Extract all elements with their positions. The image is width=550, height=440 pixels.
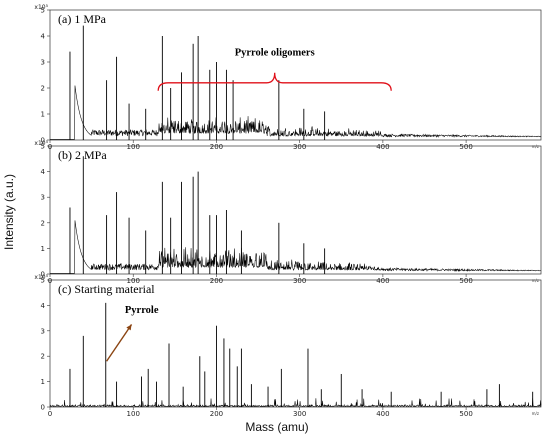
axes-layer xyxy=(47,9,542,410)
y-tick-label: 4 xyxy=(41,302,46,310)
y-multiplier-label: x10⁵ xyxy=(34,4,48,11)
x-tick-label: 200 xyxy=(210,143,223,151)
y-tick-label: 0 xyxy=(41,137,45,145)
y-axis-label: Intensity (a.u.) xyxy=(2,174,16,250)
pyrrole-arrowhead xyxy=(126,324,132,331)
x-axis-label: Mass (amu) xyxy=(245,420,308,434)
y-tick-label: 2 xyxy=(41,85,45,93)
panel-title: (c) Starting material xyxy=(58,282,155,296)
panel-frame xyxy=(49,9,542,141)
y-tick-label: 4 xyxy=(41,168,46,176)
y-tick-label: 1 xyxy=(41,245,45,253)
x-tick-label: 200 xyxy=(210,410,223,418)
y-tick-label: 0 xyxy=(41,271,45,279)
x-tick-label: 200 xyxy=(210,277,223,285)
pyrrole-arrow xyxy=(106,324,133,362)
x-tick-label: 100 xyxy=(127,277,140,285)
panel-title: (b) 2 MPa xyxy=(58,148,107,162)
x-tick-label: 400 xyxy=(376,410,389,418)
x-tick-label: 400 xyxy=(376,277,389,285)
x-tick-label: 0 xyxy=(48,143,52,151)
panel-frame xyxy=(49,145,542,275)
y-tick-label: 3 xyxy=(41,327,45,335)
mz-unit-label: m/z xyxy=(532,144,539,149)
y-tick-label: 1 xyxy=(41,378,45,386)
panel-title: (a) 1 MPa xyxy=(58,12,107,26)
spectrum-trace xyxy=(50,85,542,140)
x-tick-label: 300 xyxy=(293,143,306,151)
x-tick-label: 0 xyxy=(48,277,52,285)
x-tick-label: 500 xyxy=(459,277,472,285)
x-tick-label: 100 xyxy=(127,410,140,418)
oligomer-annotation: Pyrrole oligomers xyxy=(235,48,315,59)
y-tick-label: 2 xyxy=(41,353,45,361)
mz-unit-label: m/z xyxy=(532,411,539,416)
oligomer-brace xyxy=(157,72,392,91)
mz-unit-label: m/z xyxy=(532,278,539,283)
y-tick-label: 3 xyxy=(41,59,45,67)
y-tick-label: 5 xyxy=(41,277,45,285)
x-tick-label: 300 xyxy=(293,410,306,418)
spectrum-trace xyxy=(50,220,542,274)
y-multiplier-label: x10⁵ xyxy=(34,274,48,281)
x-tick-label: 100 xyxy=(127,143,140,151)
y-tick-label: 4 xyxy=(41,33,46,41)
x-tick-label: 500 xyxy=(459,410,472,418)
y-multiplier-label: x10⁵ xyxy=(34,140,48,147)
y-tick-label: 0 xyxy=(41,404,45,412)
x-tick-label: 400 xyxy=(376,143,389,151)
trace-layer xyxy=(49,85,542,408)
peak-layer xyxy=(69,25,534,407)
y-tick-label: 2 xyxy=(41,219,45,227)
pyrrole-annotation: Pyrrole xyxy=(125,305,159,316)
y-tick-label: 1 xyxy=(41,111,45,119)
x-tick-label: 300 xyxy=(293,277,306,285)
x-tick-label: 500 xyxy=(459,143,472,151)
y-tick-label: 5 xyxy=(41,7,45,15)
x-tick-label: 0 xyxy=(48,410,52,418)
y-tick-label: 3 xyxy=(41,194,45,202)
y-tick-label: 5 xyxy=(41,143,45,151)
spectrum-trace xyxy=(49,397,542,408)
panel-frame xyxy=(49,279,542,408)
